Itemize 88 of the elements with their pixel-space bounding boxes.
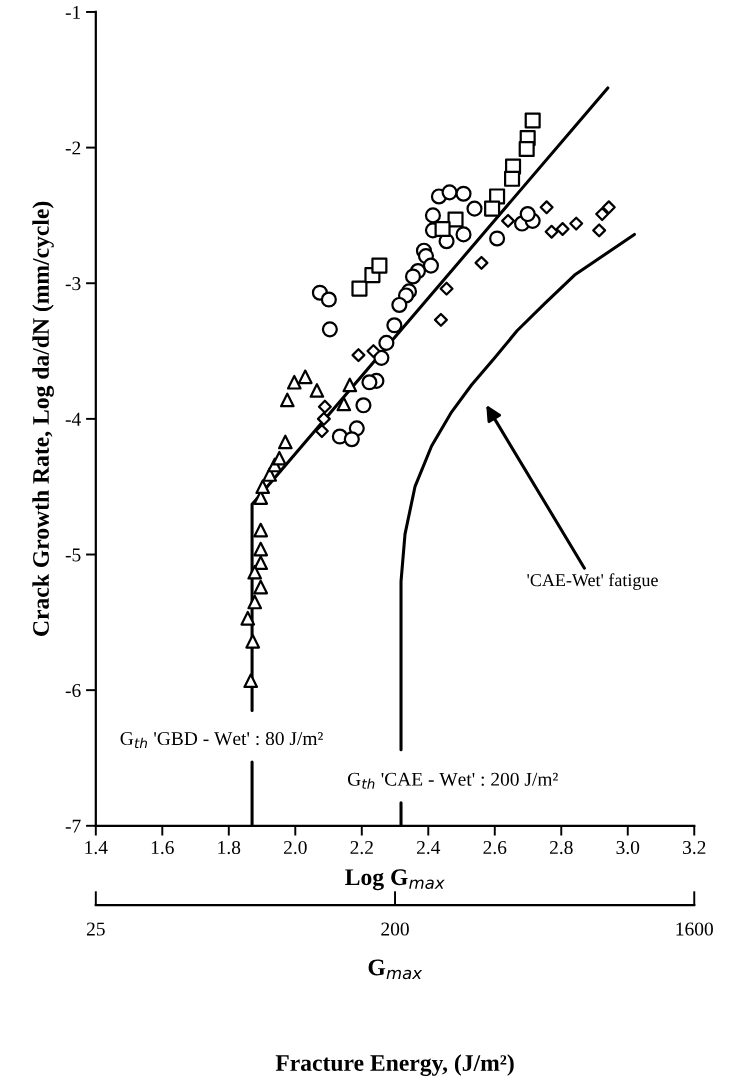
point bbox=[351, 348, 366, 363]
x-tick-label: 2.2 bbox=[350, 840, 373, 855]
point bbox=[286, 374, 302, 390]
point bbox=[544, 224, 559, 239]
annotation: G$_{th}$ 'GBD - Wet' : 80 J/m² bbox=[120, 731, 323, 749]
point bbox=[314, 424, 329, 439]
point bbox=[474, 255, 489, 270]
point bbox=[309, 383, 325, 398]
point bbox=[595, 207, 610, 222]
y-axis-title: Crack Growth Rate, Log da/dN (mm/cycle) bbox=[32, 201, 54, 636]
x-tick-label: 1.4 bbox=[85, 841, 108, 855]
point bbox=[253, 579, 269, 595]
y-tick-label: -2 bbox=[65, 141, 81, 155]
x-tick-label: 3.2 bbox=[683, 840, 706, 855]
point bbox=[321, 321, 338, 338]
point bbox=[569, 216, 584, 231]
text: Fracture Energy, (J/m²) bbox=[275, 1054, 514, 1076]
point bbox=[240, 610, 256, 626]
point bbox=[253, 541, 269, 557]
point bbox=[501, 213, 516, 228]
point bbox=[297, 369, 313, 385]
point bbox=[316, 411, 331, 426]
point bbox=[422, 257, 439, 274]
y-tick-label: -1 bbox=[65, 5, 81, 19]
point bbox=[455, 226, 472, 243]
point bbox=[371, 257, 388, 274]
point bbox=[277, 434, 293, 450]
y-tick-label: -4 bbox=[65, 412, 81, 426]
x-tick-label: 2.6 bbox=[483, 840, 507, 855]
x-tick-label: 3.0 bbox=[616, 840, 640, 855]
point bbox=[253, 522, 269, 538]
point bbox=[245, 633, 261, 649]
point bbox=[484, 200, 501, 217]
point bbox=[391, 296, 408, 313]
annotation: 'CAE-Wet' fatigue bbox=[527, 573, 658, 590]
x2-tick-label: 25 bbox=[86, 922, 105, 936]
point bbox=[373, 349, 390, 366]
y-tick-label: -6 bbox=[65, 684, 81, 698]
y-tick-label: -3 bbox=[65, 277, 81, 291]
point bbox=[253, 555, 269, 571]
y-tick-label: -5 bbox=[65, 548, 81, 562]
x2-tick-label: 1600 bbox=[676, 922, 713, 936]
point bbox=[366, 344, 381, 359]
x-tick-label: 2.8 bbox=[549, 840, 573, 855]
point bbox=[466, 200, 483, 217]
point bbox=[351, 280, 368, 297]
point bbox=[601, 200, 616, 215]
x-tick-label: 1.8 bbox=[218, 840, 241, 855]
point bbox=[336, 396, 352, 412]
point bbox=[489, 230, 506, 247]
point bbox=[247, 594, 263, 610]
point bbox=[447, 211, 464, 228]
point bbox=[455, 185, 472, 202]
point bbox=[279, 392, 295, 408]
point bbox=[434, 220, 451, 238]
point bbox=[441, 184, 458, 201]
point bbox=[317, 399, 332, 414]
point bbox=[355, 397, 372, 414]
point bbox=[255, 479, 271, 495]
point bbox=[243, 673, 259, 689]
point bbox=[424, 207, 441, 224]
x2-axis-title: G$_{max}$ bbox=[368, 959, 423, 980]
point bbox=[386, 317, 403, 334]
x-tick-label: 2.4 bbox=[416, 840, 441, 855]
x-tick-label: 1.6 bbox=[151, 840, 174, 855]
point bbox=[404, 268, 422, 285]
point bbox=[592, 223, 607, 238]
point bbox=[524, 112, 541, 129]
y-tick-label: -7 bbox=[65, 819, 81, 833]
x2-tick-label: 200 bbox=[381, 922, 409, 936]
point bbox=[433, 312, 448, 327]
x-tick-label: 2.0 bbox=[283, 840, 307, 855]
point bbox=[378, 334, 395, 351]
point bbox=[247, 564, 263, 580]
point bbox=[518, 140, 535, 158]
point bbox=[262, 467, 278, 482]
point bbox=[320, 291, 337, 308]
point bbox=[504, 170, 521, 187]
point bbox=[271, 450, 287, 466]
point bbox=[539, 200, 554, 215]
point bbox=[555, 221, 570, 236]
point bbox=[361, 374, 378, 391]
x-axis-title: Log G$_{max}$ bbox=[345, 869, 445, 891]
annotation: G$_{th}$ 'CAE - Wet' : 200 J/m² bbox=[347, 772, 558, 789]
point bbox=[342, 377, 358, 393]
point bbox=[343, 431, 360, 448]
point bbox=[439, 281, 454, 296]
point bbox=[519, 206, 536, 223]
